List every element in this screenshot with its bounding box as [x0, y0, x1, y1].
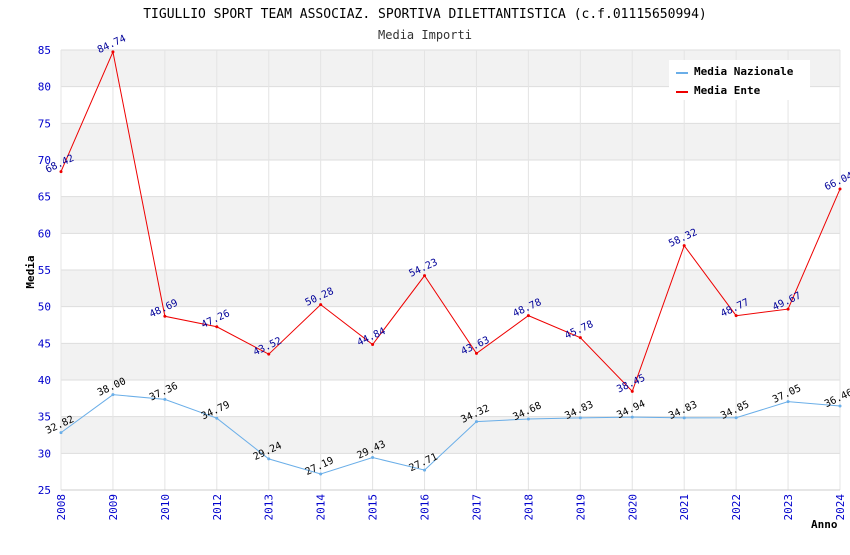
legend-label-media-nazionale: Media Nazionale	[694, 65, 794, 78]
data-point	[474, 351, 478, 355]
y-axis-ticks: 25 30 35 40 45 50 55 60 65 70 75 80 85	[38, 44, 51, 497]
legend-label-media-ente: Media Ente	[694, 84, 761, 97]
data-point	[682, 244, 686, 248]
x-tick-label: 2021	[678, 494, 691, 521]
x-tick-label: 2020	[626, 494, 639, 521]
x-tick-label: 2023	[782, 494, 795, 521]
plot-band	[61, 123, 840, 160]
x-tick-label: 2022	[730, 494, 743, 521]
legend-box	[669, 60, 810, 100]
plot-band	[61, 416, 840, 454]
x-tick-label: 2010	[159, 494, 172, 521]
x-tick-label: 2018	[522, 494, 535, 521]
x-tick-label: 2015	[367, 494, 380, 521]
plot-band	[61, 270, 840, 307]
grid-lines	[60, 49, 841, 491]
series-group	[59, 50, 842, 476]
y-tick-label: 45	[38, 337, 51, 350]
data-point	[215, 325, 219, 329]
data-point	[371, 456, 375, 460]
y-tick-label: 60	[38, 227, 51, 240]
x-tick-label: 2024	[834, 494, 847, 521]
data-point	[111, 393, 115, 397]
x-axis-label: Anno	[811, 518, 838, 531]
y-tick-label: 65	[38, 191, 51, 204]
y-tick-label: 55	[38, 264, 51, 277]
plot-band	[61, 380, 840, 417]
y-tick-label: 30	[38, 447, 51, 460]
data-point	[734, 314, 738, 318]
x-tick-label: 2009	[107, 494, 120, 521]
data-point	[59, 431, 63, 435]
data-point	[838, 404, 842, 408]
y-tick-label: 35	[38, 411, 51, 424]
data-point	[838, 187, 842, 191]
data-point	[267, 457, 271, 461]
data-point	[319, 472, 323, 476]
x-tick-label: 2014	[315, 494, 328, 521]
plot-band	[61, 196, 840, 234]
x-tick-label: 2016	[419, 494, 432, 521]
data-point	[630, 389, 634, 393]
y-tick-label: 80	[38, 81, 51, 94]
series-line-media-nazionale	[60, 394, 841, 475]
y-tick-label: 75	[38, 117, 51, 130]
data-point	[682, 416, 686, 420]
data-point	[526, 417, 530, 421]
y-tick-label: 70	[38, 154, 51, 167]
plot-band	[61, 306, 840, 344]
data-point	[630, 415, 634, 419]
data-point	[267, 352, 271, 356]
y-axis-label: Media	[24, 255, 37, 288]
data-point	[734, 416, 738, 420]
x-tick-label: 2013	[263, 494, 276, 521]
x-tick-label: 2017	[470, 494, 483, 521]
x-tick-label: 2012	[211, 494, 224, 521]
plot-band	[61, 160, 840, 197]
x-tick-label: 2019	[574, 494, 587, 521]
series-line-media-ente	[60, 50, 841, 393]
y-tick-label: 50	[38, 301, 51, 314]
data-point	[578, 416, 582, 420]
chart-title: TIGULLIO SPORT TEAM ASSOCIAZ. SPORTIVA D…	[143, 7, 707, 22]
data-point	[786, 307, 790, 311]
data-point	[111, 50, 115, 54]
plot-band	[61, 453, 840, 490]
data-point	[578, 336, 582, 340]
plot-band	[61, 233, 840, 270]
y-tick-label: 25	[38, 484, 51, 497]
y-tick-label: 85	[38, 44, 51, 57]
data-point	[526, 314, 530, 318]
x-axis-ticks: 2008 2009 2010 2012 2013 2014 2015 2016 2017 2018…	[55, 494, 847, 521]
data-point	[59, 170, 63, 174]
data-point	[786, 400, 790, 404]
x-tick-label: 2008	[55, 494, 68, 521]
y-tick-label: 40	[38, 374, 51, 387]
legend: Media Nazionale Media Ente	[669, 60, 810, 100]
chart-subtitle: Media Importi	[378, 28, 472, 42]
data-point	[371, 343, 375, 347]
data-point	[163, 397, 167, 401]
data-point	[319, 303, 323, 307]
data-point	[423, 468, 427, 472]
data-point	[215, 416, 219, 420]
data-point	[474, 420, 478, 424]
data-point	[423, 274, 427, 278]
plot-bands	[61, 50, 840, 490]
data-point	[163, 314, 167, 318]
plot-band	[61, 343, 840, 380]
